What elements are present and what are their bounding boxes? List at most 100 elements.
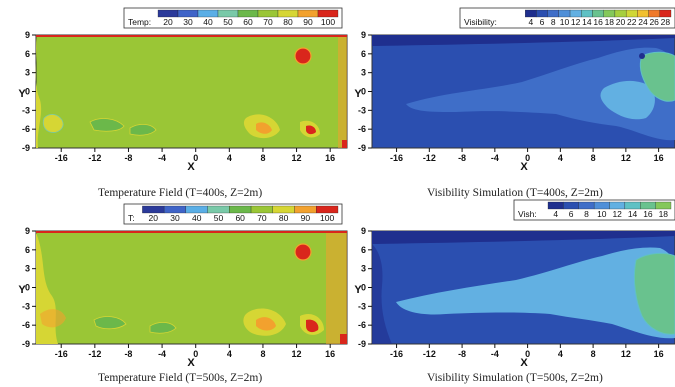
x-tick-label: 16 (654, 153, 664, 163)
y-tick-label: 3 (25, 68, 30, 78)
legend-level: 50 (223, 17, 233, 27)
x-tick-label: 4 (558, 153, 563, 163)
y-tick-label: -3 (22, 301, 30, 311)
legend-level: 16 (643, 209, 653, 219)
warm-patch (42, 114, 64, 133)
y-ticks: 9 6 3 0 -3 -6 -9 (358, 226, 372, 349)
legend-level: 20 (163, 17, 173, 27)
legend-swatch (207, 205, 230, 214)
plot-area (371, 230, 675, 345)
top-hot-boundary (36, 35, 347, 37)
corner-hot-spot (342, 140, 347, 148)
y-tick-label: -3 (22, 105, 30, 115)
x-tick-label: -8 (124, 349, 132, 359)
corner-hot-spot (340, 334, 347, 344)
legend-swatch (547, 9, 559, 18)
x-tick-label: -8 (458, 349, 466, 359)
x-tick-label: 12 (292, 349, 302, 359)
fire-source (294, 243, 312, 261)
cool-patch (93, 316, 127, 330)
legend-swatch (609, 201, 626, 210)
x-tick-label: 0 (525, 349, 530, 359)
x-axis-label: X (520, 161, 528, 173)
legend-title: T: (128, 213, 135, 223)
legend-level: 8 (584, 209, 589, 219)
x-ticks: -16 -12 -8 -4 0 4 8 12 16 (55, 148, 335, 163)
x-tick-label: -8 (458, 153, 466, 163)
legend-swatch (624, 201, 641, 210)
warm-patch (40, 309, 66, 328)
legend-level: 18 (605, 17, 615, 27)
legend-level: 8 (551, 17, 556, 27)
y-tick-label: 9 (25, 226, 30, 236)
legend-swatch (157, 9, 179, 18)
legend-level: 40 (203, 17, 213, 27)
y-tick-label: 6 (361, 245, 366, 255)
y-tick-label: -6 (22, 124, 30, 134)
y-axis-label: Y (354, 88, 362, 100)
y-tick-label: 3 (25, 264, 30, 274)
legend-swatch (177, 9, 199, 18)
legend-swatch (581, 9, 593, 18)
legend-swatch (547, 201, 564, 210)
x-tick-label: 12 (621, 349, 631, 359)
visibility-500-plot: 9 6 3 0 -3 -6 -9 -16 -12 -8 -4 0 4 8 12 16 Y X Vish: 4 6… (354, 199, 675, 369)
legend-level: 28 (661, 17, 671, 27)
y-tick-label: 0 (25, 283, 30, 293)
legend-level: 14 (582, 17, 592, 27)
legend-swatch (250, 205, 273, 214)
y-tick-label: -6 (358, 320, 366, 330)
legend-swatch (569, 9, 582, 18)
temperature-400-panel: 9 6 3 0 -3 -6 -9 -16 -12 -8 -4 0 4 8 12 16 Y X Temp: 20… (0, 0, 348, 175)
legend-level: 30 (170, 213, 180, 223)
x-tick-label: -16 (55, 349, 68, 359)
plot-area (371, 34, 675, 149)
temperature-500-panel: 9 6 3 0 -3 -6 -9 -16 -12 -8 -4 0 4 8 12 16 Y X T: 20 30 4… (0, 196, 348, 371)
x-tick-label: 8 (591, 349, 596, 359)
hot-patch (256, 122, 272, 134)
legend-level: 30 (183, 17, 193, 27)
cool-patch (89, 118, 125, 132)
right-warm-edge (326, 233, 347, 344)
legend-swatch (272, 205, 295, 214)
x-ticks: -16 -12 -8 -4 0 4 8 12 16 (55, 344, 335, 359)
y-tick-label: 3 (361, 264, 366, 274)
legend-level: 12 (612, 209, 622, 219)
y-axis-label: Y (18, 88, 26, 100)
y-tick-label: 6 (25, 49, 30, 59)
visibility-400-panel: 9 6 3 0 -3 -6 -9 -16 -12 -8 -4 0 4 8 12 16 Y X Visibil… (336, 0, 675, 175)
legend-swatch (163, 205, 187, 214)
legend-swatch (229, 205, 252, 214)
right-warm-edge (338, 37, 347, 148)
cool-patch (149, 322, 177, 334)
visibility-400-plot: 9 6 3 0 -3 -6 -9 -16 -12 -8 -4 0 4 8 12 16 Y X Visibil… (354, 7, 675, 173)
y-tick-label: -9 (358, 339, 366, 349)
x-tick-label: 0 (193, 153, 198, 163)
x-tick-label: -4 (491, 153, 499, 163)
x-tick-label: 16 (654, 349, 664, 359)
legend-level: 60 (243, 17, 253, 27)
x-tick-label: 16 (325, 153, 335, 163)
x-tick-label: 8 (260, 153, 265, 163)
y-tick-label: 9 (361, 226, 366, 236)
x-tick-label: 4 (558, 349, 563, 359)
legend-swatch (536, 9, 548, 18)
legend-swatch (217, 9, 239, 18)
legend-level: 10 (560, 17, 570, 27)
legend-swatch (297, 9, 319, 18)
legend-swatch (197, 9, 219, 18)
x-tick-label: 16 (325, 349, 335, 359)
x-tick-label: 0 (525, 153, 530, 163)
low-visibility-band (372, 231, 675, 244)
colorbar-legend: Vish: 4 6 8 10 12 14 16 18 (513, 199, 675, 221)
fire-source-marker (639, 53, 645, 59)
y-tick-label: 0 (25, 87, 30, 97)
visibility-region (639, 51, 675, 102)
y-ticks: 9 6 3 0 -3 -6 -9 (22, 30, 36, 153)
legend-level: 20 (616, 17, 626, 27)
legend-title: Temp: (128, 17, 151, 27)
legend-swatch (317, 9, 339, 18)
left-warm-edge (35, 37, 42, 148)
y-tick-label: 6 (25, 245, 30, 255)
